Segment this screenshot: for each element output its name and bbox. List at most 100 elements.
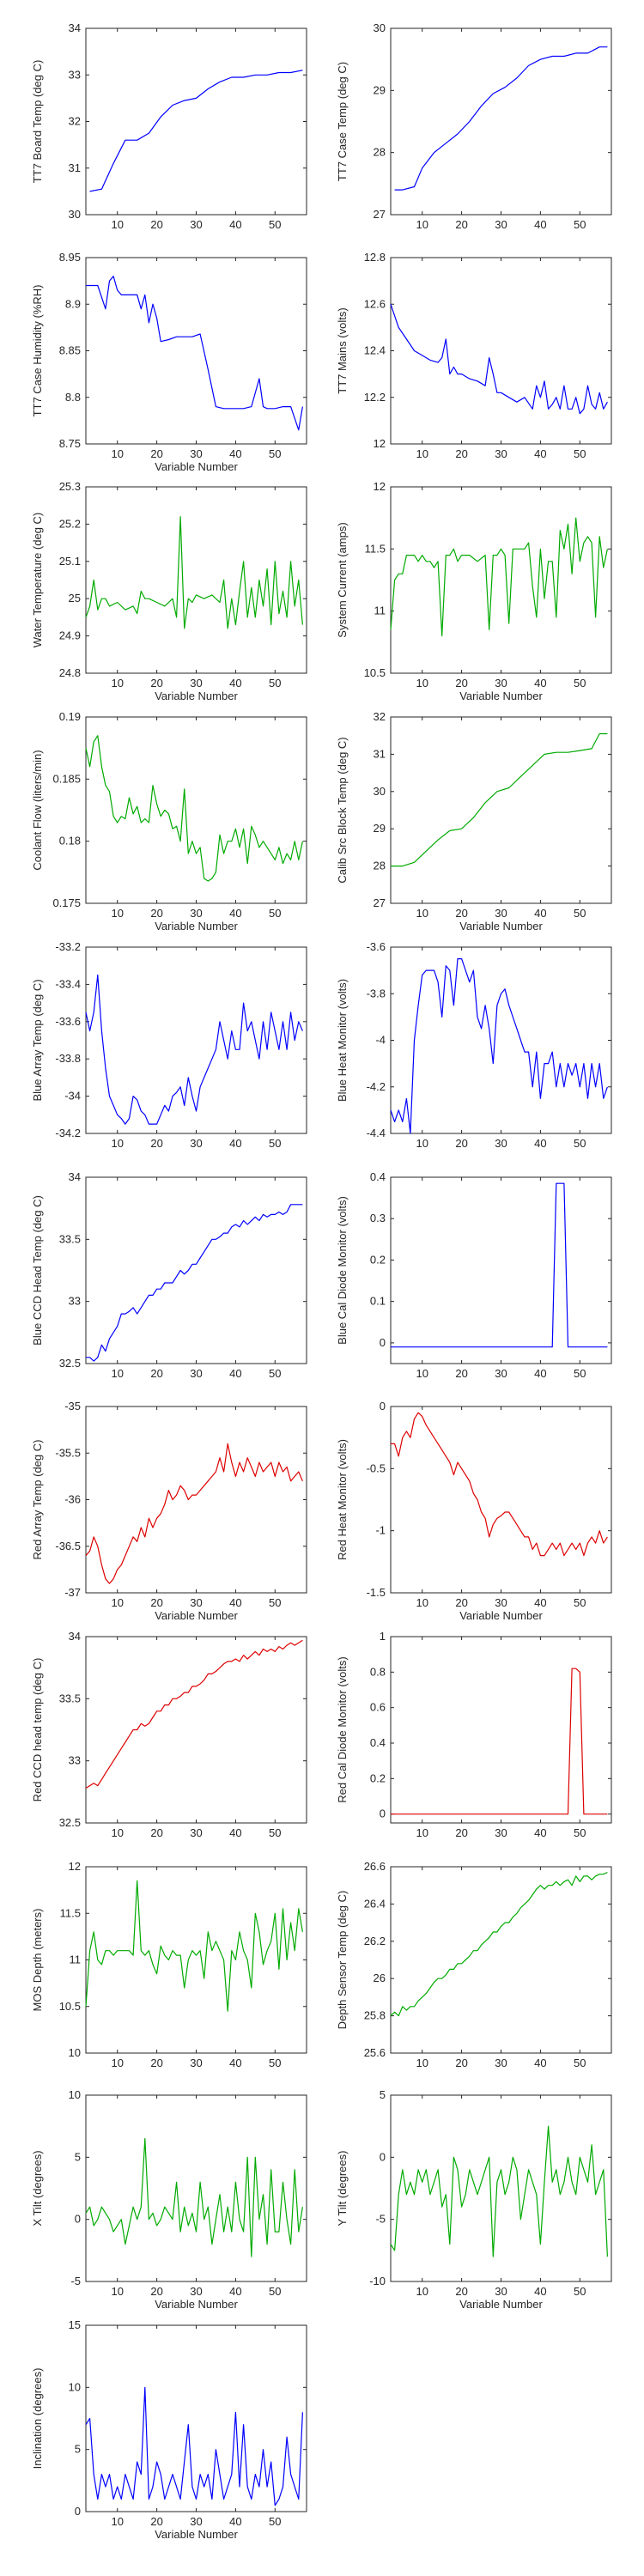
- x-tick-label: 30: [495, 218, 507, 231]
- y-tick-label: 0: [380, 1336, 386, 1349]
- y-tick-label: 33: [69, 68, 81, 81]
- x-tick-label: 40: [229, 218, 241, 231]
- y-axis-label: Blue Array Temp (deg C): [31, 979, 44, 1101]
- x-axis-label: Variable Number: [155, 460, 238, 473]
- y-tick-label: 29: [374, 822, 386, 835]
- x-tick-label: 50: [574, 1596, 586, 1609]
- y-tick-label: 11: [70, 1953, 82, 1966]
- chart-panel-5: 10 20 30 40 50 24.8 24.9 25 25.1 25.2 25.3 Water Te…: [31, 480, 307, 702]
- x-tick-label: 20: [150, 2285, 162, 2298]
- y-tick-label: 0.19: [59, 710, 81, 723]
- x-axis-label: Variable Number: [155, 920, 238, 933]
- y-axis-label: Water Temperature (deg C): [31, 513, 44, 648]
- x-axis-label: Variable Number: [459, 1609, 543, 1622]
- series-line: [85, 735, 303, 882]
- x-tick-label: 40: [534, 2057, 546, 2069]
- y-tick-label: 12.4: [364, 344, 386, 357]
- y-axis-label: TT7 Board Temp (deg C): [31, 60, 44, 184]
- plot-frame: [390, 716, 612, 904]
- series-line: [85, 1880, 303, 2012]
- x-tick-label: 10: [416, 677, 428, 690]
- x-tick-label: 30: [495, 677, 507, 690]
- x-tick-label: 50: [269, 447, 281, 460]
- series-line: [85, 1639, 303, 1789]
- plot-frame: [390, 1176, 612, 1364]
- plot-frame: [390, 257, 612, 445]
- x-tick-label: 40: [229, 2285, 241, 2298]
- plot-frame: [390, 1866, 612, 2054]
- x-tick-label: 10: [416, 2285, 428, 2298]
- y-tick-label: 26.4: [364, 1897, 386, 1910]
- x-axis-label: Variable Number: [459, 920, 543, 933]
- x-tick-label: 20: [150, 1367, 162, 1380]
- y-tick-label: -33.8: [55, 1052, 81, 1065]
- y-tick-label: 0.175: [52, 896, 81, 909]
- y-tick-label: -33.4: [55, 977, 81, 990]
- y-tick-label: 0.4: [370, 1170, 386, 1183]
- y-tick-label: -34: [64, 1090, 81, 1103]
- y-tick-label: 25: [69, 592, 81, 605]
- x-tick-label: 30: [190, 1137, 202, 1150]
- y-tick-label: 8.95: [59, 251, 81, 264]
- x-tick-label: 20: [150, 2057, 162, 2069]
- y-axis-label: Red CCD head temp (deg C): [31, 1658, 44, 1802]
- x-tick-label: 10: [111, 1826, 123, 1839]
- y-tick-label: 5: [75, 2150, 81, 2163]
- series-line: [391, 732, 608, 867]
- y-tick-label: 33: [69, 1754, 81, 1767]
- y-tick-label: 34: [69, 1630, 81, 1643]
- y-tick-label: 25.2: [59, 517, 81, 530]
- x-tick-label: 40: [534, 218, 546, 231]
- x-tick-label: 50: [269, 2515, 281, 2528]
- x-tick-label: 30: [495, 447, 507, 460]
- x-tick-label: 50: [269, 1137, 281, 1150]
- chart-panel-2: 10 20 30 40 50 27 28 29 30 TT7 Case Temp (deg C): [336, 21, 612, 231]
- x-axis-label: Variable Number: [459, 2298, 543, 2311]
- chart-panel-16: 10 20 30 40 50 0 0.2 0.4 0.6 0.8 1 Red Cal Diode Mo…: [336, 1630, 612, 1839]
- y-tick-label: 0.8: [370, 1665, 386, 1678]
- x-tick-label: 40: [229, 1826, 241, 1839]
- chart-panel-21: 10 20 30 40 50 0 5 10 15 Inclination (degrees) Var…: [31, 2318, 307, 2541]
- y-tick-label: 10: [69, 2088, 81, 2101]
- plot-frame: [390, 1636, 612, 1824]
- x-tick-label: 40: [534, 447, 546, 460]
- chart-panel-20: 10 20 30 40 50 -10 -5 0 5 Y Tilt (degrees) Variabl…: [336, 2088, 612, 2311]
- plot-frame: [85, 1406, 307, 1594]
- x-tick-label: 10: [416, 907, 428, 920]
- x-tick-label: 10: [111, 1367, 123, 1380]
- y-tick-label: 8.85: [59, 344, 81, 357]
- x-tick-label: 40: [534, 1137, 546, 1150]
- x-tick-label: 50: [574, 2285, 586, 2298]
- x-tick-label: 20: [455, 1826, 467, 1839]
- y-axis-label: Blue CCD Head Temp (deg C): [31, 1195, 44, 1346]
- x-tick-label: 50: [269, 1596, 281, 1609]
- y-tick-label: -3.6: [367, 940, 386, 953]
- x-tick-label: 40: [534, 677, 546, 690]
- y-tick-label: 31: [69, 161, 81, 174]
- y-axis-label: TT7 Case Humidity (%RH): [31, 285, 44, 417]
- chart-panel-8: 10 20 30 40 50 27 28 29 30 31 32 Calib Src Block Te…: [336, 710, 612, 933]
- x-tick-label: 20: [455, 447, 467, 460]
- x-tick-label: 10: [111, 2057, 123, 2069]
- x-tick-label: 20: [150, 1137, 162, 1150]
- y-tick-label: 27: [374, 896, 386, 909]
- x-tick-label: 50: [574, 677, 586, 690]
- y-tick-label: 24.9: [59, 629, 81, 642]
- y-tick-label: 26.2: [364, 1935, 386, 1947]
- y-axis-label: X Tilt (degrees): [31, 2150, 44, 2226]
- x-tick-label: 20: [150, 677, 162, 690]
- plot-frame: [85, 1866, 307, 2054]
- x-tick-label: 50: [269, 2057, 281, 2069]
- y-tick-label: 12: [374, 437, 386, 450]
- plot-frame: [85, 946, 307, 1134]
- y-tick-label: 0.185: [52, 772, 81, 785]
- y-tick-label: -36.5: [55, 1540, 81, 1552]
- plot-frame: [85, 257, 307, 445]
- y-axis-label: Depth Sensor Temp (deg C): [336, 1891, 349, 2030]
- x-axis-label: Variable Number: [155, 690, 238, 702]
- x-tick-label: 40: [534, 1367, 546, 1380]
- x-tick-label: 40: [229, 1367, 241, 1380]
- y-tick-label: 0.4: [370, 1736, 386, 1749]
- x-tick-label: 40: [229, 1596, 241, 1609]
- chart-panel-17: 10 20 30 40 50 10 10.5 11 11.5 12 MOS Depth (meter…: [31, 1860, 307, 2069]
